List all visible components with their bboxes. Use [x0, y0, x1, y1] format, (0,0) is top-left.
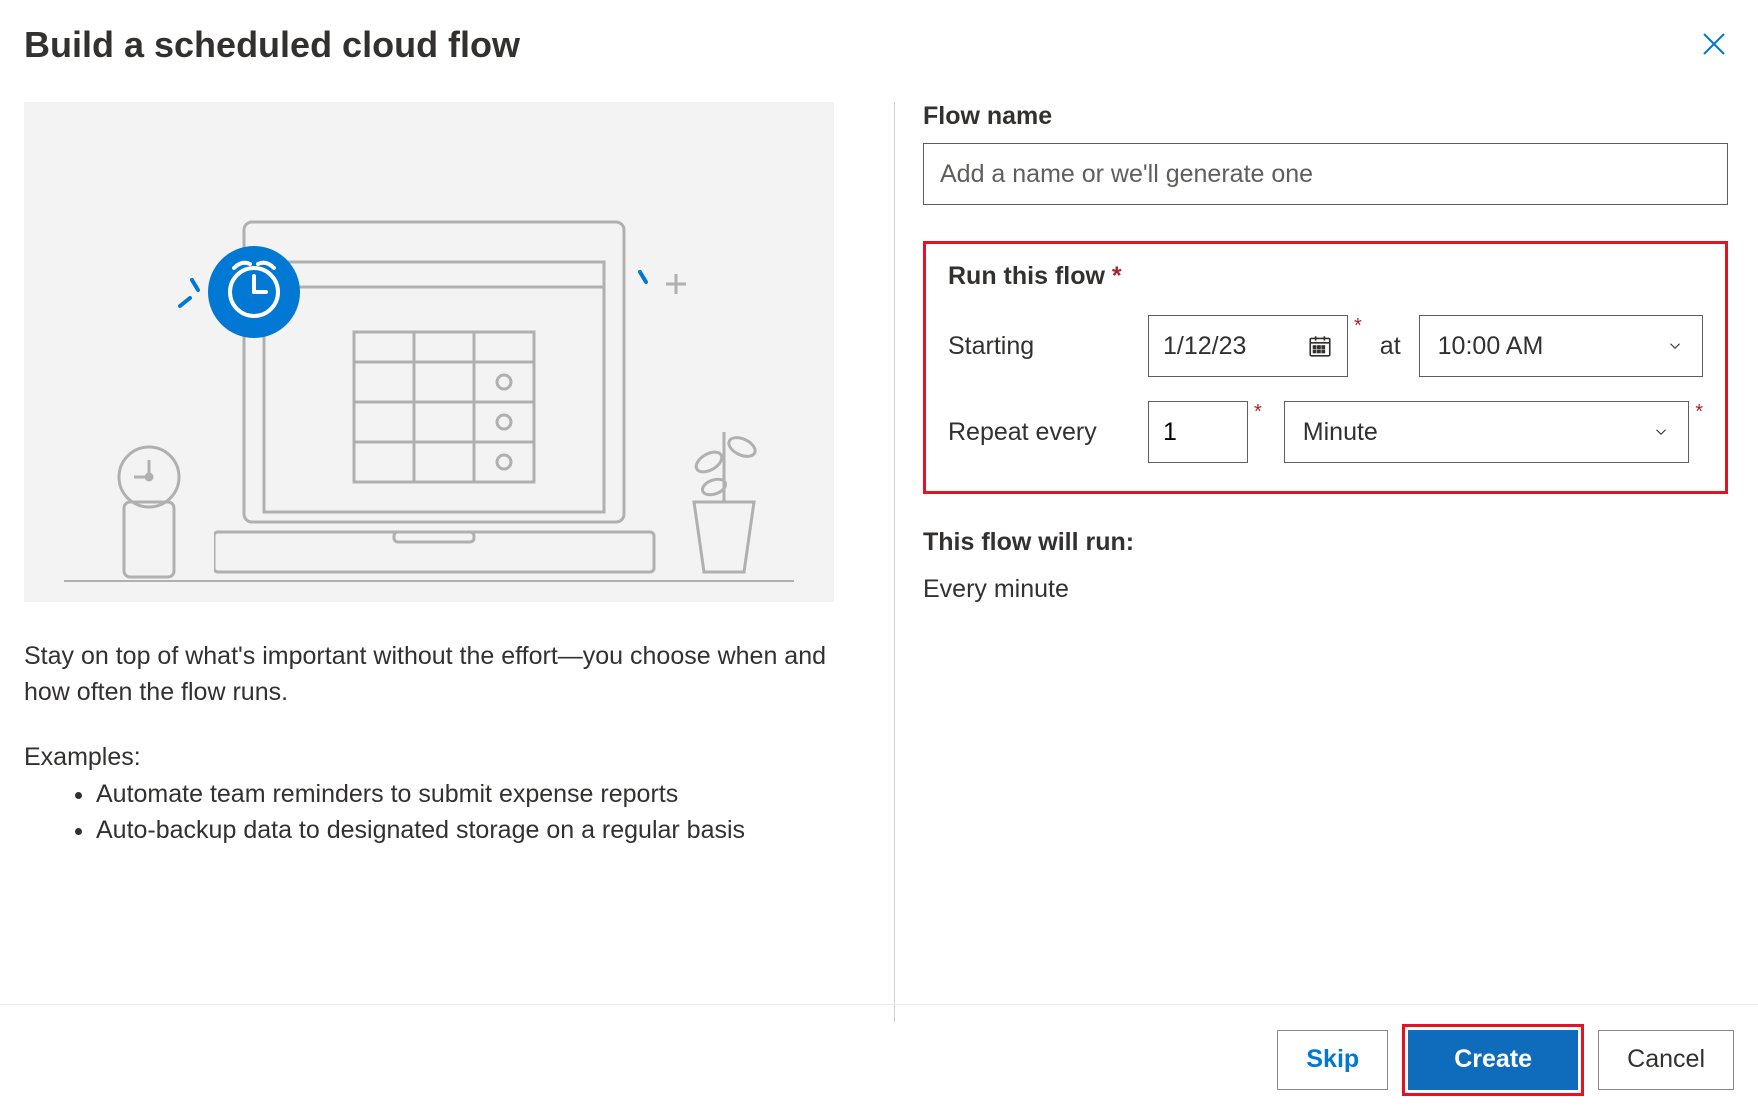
starting-date-text: 1/12/23 [1163, 332, 1246, 361]
description-text: Stay on top of what's important without … [24, 638, 834, 711]
calendar-icon [1307, 333, 1333, 359]
plus-icon [664, 272, 688, 296]
run-this-flow-section: Run this flow * Starting 1/12/23 [923, 241, 1728, 494]
repeat-label: Repeat every [948, 418, 1148, 447]
vertical-divider [894, 102, 895, 1022]
starting-label: Starting [948, 332, 1148, 361]
desk-clock-illustration [104, 442, 194, 582]
scheduled-flow-dialog: Build a scheduled cloud flow [0, 0, 1758, 1114]
starting-row: Starting 1/12/23 * at [948, 315, 1703, 377]
starting-time-select[interactable]: 10:00 AM [1419, 315, 1703, 377]
cancel-button[interactable]: Cancel [1598, 1030, 1734, 1090]
accent-marks [174, 272, 214, 322]
starting-time-text: 10:00 AM [1438, 332, 1544, 361]
clock-badge-icon [204, 242, 304, 342]
chevron-down-icon [1666, 337, 1684, 355]
create-button[interactable]: Create [1408, 1030, 1578, 1090]
flow-name-label: Flow name [923, 102, 1728, 131]
left-panel: Stay on top of what's important without … [24, 102, 854, 1022]
repeat-unit-select[interactable]: Minute [1284, 401, 1689, 463]
examples-label: Examples: [24, 743, 854, 772]
at-label: at [1380, 332, 1401, 361]
close-icon [1699, 29, 1729, 59]
example-item: Automate team reminders to submit expens… [96, 776, 854, 812]
right-panel: Flow name Run this flow * Starting 1/12/… [923, 102, 1734, 1022]
illustration-panel [24, 102, 834, 602]
required-asterisk: * [1354, 315, 1362, 338]
dialog-footer: Skip Create Cancel [0, 1004, 1758, 1114]
chevron-down-icon [1652, 423, 1670, 441]
summary-text: Every minute [923, 575, 1728, 604]
skip-button[interactable]: Skip [1277, 1030, 1388, 1090]
repeat-unit-text: Minute [1303, 418, 1378, 447]
example-item: Auto-backup data to designated storage o… [96, 812, 854, 848]
run-section-label: Run this flow * [948, 262, 1703, 291]
create-button-highlight: Create [1402, 1024, 1584, 1096]
examples-list: Automate team reminders to submit expens… [96, 776, 854, 849]
plant-illustration [654, 412, 794, 582]
repeat-count-input[interactable] [1148, 401, 1248, 463]
dialog-body: Stay on top of what's important without … [24, 102, 1734, 1022]
dialog-title: Build a scheduled cloud flow [24, 24, 520, 66]
run-section-label-text: Run this flow [948, 262, 1105, 290]
flow-name-input[interactable] [923, 143, 1728, 205]
close-button[interactable] [1694, 24, 1734, 64]
required-asterisk: * [1112, 262, 1122, 290]
dialog-header: Build a scheduled cloud flow [24, 24, 1734, 66]
required-asterisk: * [1695, 401, 1703, 424]
repeat-row: Repeat every * Minute * [948, 401, 1703, 463]
summary-label: This flow will run: [923, 528, 1728, 557]
starting-date-picker[interactable]: 1/12/23 [1148, 315, 1348, 377]
required-asterisk: * [1254, 401, 1262, 424]
